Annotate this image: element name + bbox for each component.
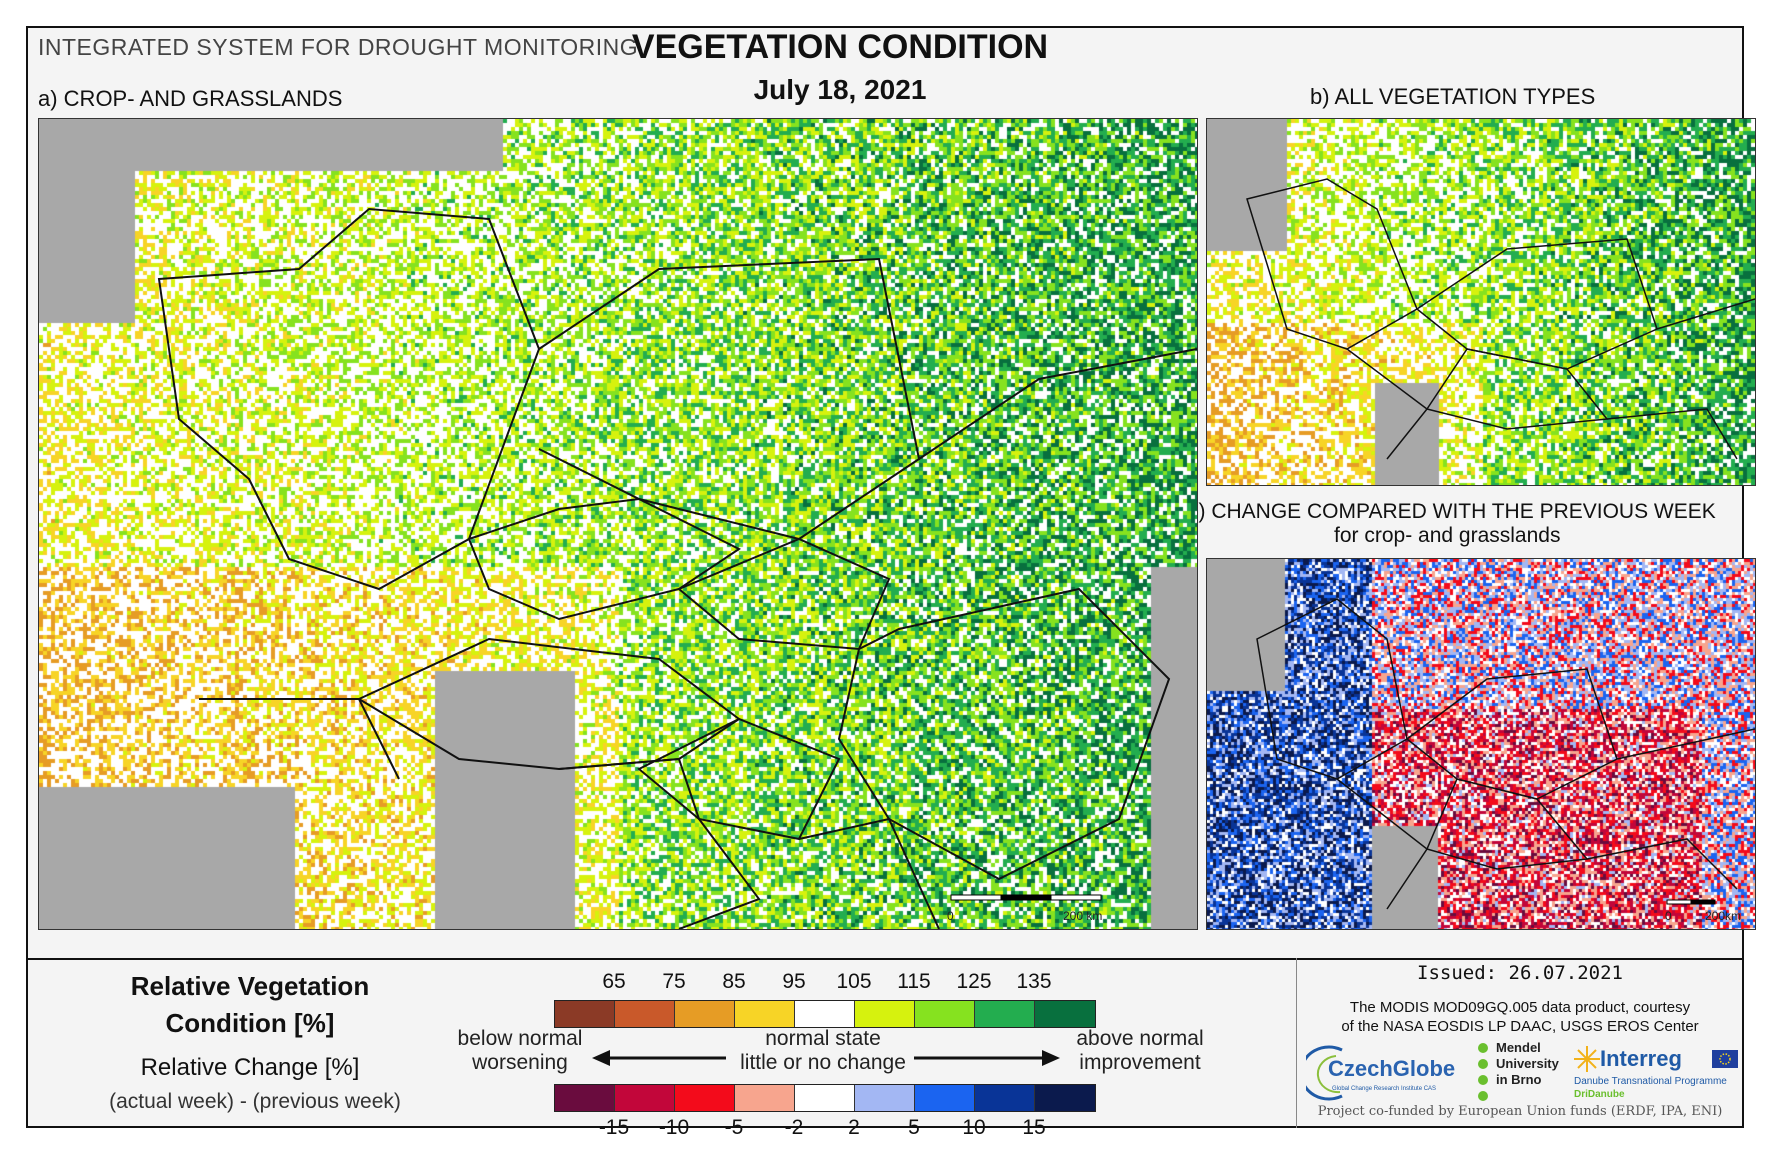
rvc-swatch-3 <box>735 1001 795 1027</box>
rvc-ticks-6: 125 <box>944 970 1004 994</box>
above-normal-label: above normal improvement <box>1060 1027 1220 1075</box>
courtesy-line-1: The MODIS MOD09GQ.005 data product, cour… <box>1296 998 1744 1017</box>
direction-arrows <box>592 1048 1062 1068</box>
map-a-borders <box>39 119 1197 929</box>
rc-ticks-2: -5 <box>704 1116 764 1140</box>
small-scalebar-start: 0 <box>1665 909 1672 923</box>
rvc-ticks-3: 95 <box>764 970 824 994</box>
rvc-swatch-8 <box>1035 1001 1095 1027</box>
panel-c-sublabel: for crop- and grasslands <box>1334 524 1560 548</box>
mendel-line-2: University <box>1496 1056 1559 1072</box>
interreg-text: Interreg <box>1600 1046 1682 1072</box>
rc-legend-title: Relative Change [%] <box>110 1054 390 1082</box>
map-all-vegetation[interactable] <box>1206 118 1756 486</box>
rc-swatch-0 <box>555 1085 615 1111</box>
rc-legend-subtitle: (actual week) - (previous week) <box>90 1090 420 1114</box>
mendel-text: Mendel University in Brno <box>1496 1040 1559 1088</box>
interreg-star-icon <box>1572 1044 1602 1074</box>
below-normal-text: below normal <box>440 1027 600 1051</box>
interreg-subtext: Danube Transnational Programme <box>1574 1076 1727 1087</box>
dridanube-text: DriDanube <box>1574 1089 1625 1100</box>
eu-flag-icon <box>1712 1050 1738 1068</box>
map-weekly-change[interactable]: 0 200km <box>1206 558 1756 930</box>
interreg-logo: Interreg Danube Transnational Programme … <box>1572 1042 1740 1104</box>
rc-ticks-7: 15 <box>1004 1116 1064 1140</box>
rc-ticks-3: -2 <box>764 1116 824 1140</box>
rvc-ticks-0: 65 <box>584 970 644 994</box>
rc-swatch-2 <box>675 1085 735 1111</box>
map-crop-grasslands[interactable]: 0 200 km <box>38 118 1198 930</box>
cofund-note: Project co-funded by European Union fund… <box>1296 1104 1744 1119</box>
panel-a-label: a) CROP- AND GRASSLANDS <box>38 86 342 112</box>
rc-ticks-1: -10 <box>644 1116 704 1140</box>
left-arrow-icon <box>592 1050 610 1066</box>
rc-ticks-0: -15 <box>584 1116 644 1140</box>
rvc-swatch-4 <box>795 1001 855 1027</box>
rvc-ticks-7: 135 <box>1004 970 1064 994</box>
courtesy-line-2: of the NASA EOSDIS LP DAAC, USGS EROS Ce… <box>1296 1017 1744 1036</box>
rc-swatch-4 <box>795 1085 855 1111</box>
rvc-ticks-1: 75 <box>644 970 704 994</box>
rc-swatch-5 <box>855 1085 915 1111</box>
rc-swatch-6 <box>915 1085 975 1111</box>
rvc-legend-title: Relative Vegetation Condition [%] <box>110 968 390 1042</box>
rvc-swatch-0 <box>555 1001 615 1027</box>
system-title: INTEGRATED SYSTEM FOR DROUGHT MONITORING <box>38 34 638 61</box>
scalebar-end: 200 km <box>1063 909 1102 923</box>
rvc-color-bar <box>554 1000 1096 1028</box>
scalebar-start: 0 <box>947 909 954 923</box>
right-arrow-icon <box>1042 1050 1060 1066</box>
rvc-swatch-6 <box>915 1001 975 1027</box>
rvc-swatch-1 <box>615 1001 675 1027</box>
rc-color-bar <box>554 1084 1096 1112</box>
rvc-swatch-5 <box>855 1001 915 1027</box>
map-c-borders <box>1207 559 1755 929</box>
panel-b-label: b) ALL VEGETATION TYPES <box>1310 84 1595 110</box>
rc-swatch-1 <box>615 1085 675 1111</box>
rvc-ticks-4: 105 <box>824 970 884 994</box>
rc-ticks-5: 5 <box>884 1116 944 1140</box>
mendel-line-3: in Brno <box>1496 1072 1559 1088</box>
rvc-swatch-2 <box>675 1001 735 1027</box>
rc-swatch-3 <box>735 1085 795 1111</box>
rvc-ticks-2: 85 <box>704 970 764 994</box>
rc-swatch-7 <box>975 1085 1035 1111</box>
mendel-logo: Mendel University in Brno <box>1474 1040 1572 1106</box>
issued-date: Issued: 26.07.2021 <box>1296 962 1744 984</box>
main-title: VEGETATION CONDITION <box>600 28 1080 67</box>
improvement-text: improvement <box>1060 1051 1220 1075</box>
rc-swatch-8 <box>1035 1085 1095 1111</box>
rvc-swatch-7 <box>975 1001 1035 1027</box>
map-a-scalebar <box>939 889 1159 925</box>
map-date: July 18, 2021 <box>700 74 980 106</box>
rc-ticks-6: 10 <box>944 1116 1004 1140</box>
data-courtesy: The MODIS MOD09GQ.005 data product, cour… <box>1296 998 1744 1036</box>
mendel-line-1: Mendel <box>1496 1040 1559 1056</box>
rc-ticks-4: 2 <box>824 1116 884 1140</box>
worsening-text: worsening <box>440 1051 600 1075</box>
czechglobe-subtext: Global Change Research Institute CAS <box>1332 1086 1436 1092</box>
czechglobe-logo: CzechGlobe Global Change Research Instit… <box>1306 1044 1474 1102</box>
map-b-borders <box>1207 119 1755 485</box>
below-normal-label: below normal worsening <box>440 1027 600 1075</box>
czechglobe-text: CzechGlobe <box>1328 1056 1455 1082</box>
mendel-dots-icon <box>1474 1040 1492 1106</box>
rvc-ticks-5: 115 <box>884 970 944 994</box>
small-scalebar-end: 200km <box>1705 909 1741 923</box>
panel-c-label: c) CHANGE COMPARED WITH THE PREVIOUS WEE… <box>1188 500 1716 524</box>
above-normal-text: above normal <box>1060 1027 1220 1051</box>
